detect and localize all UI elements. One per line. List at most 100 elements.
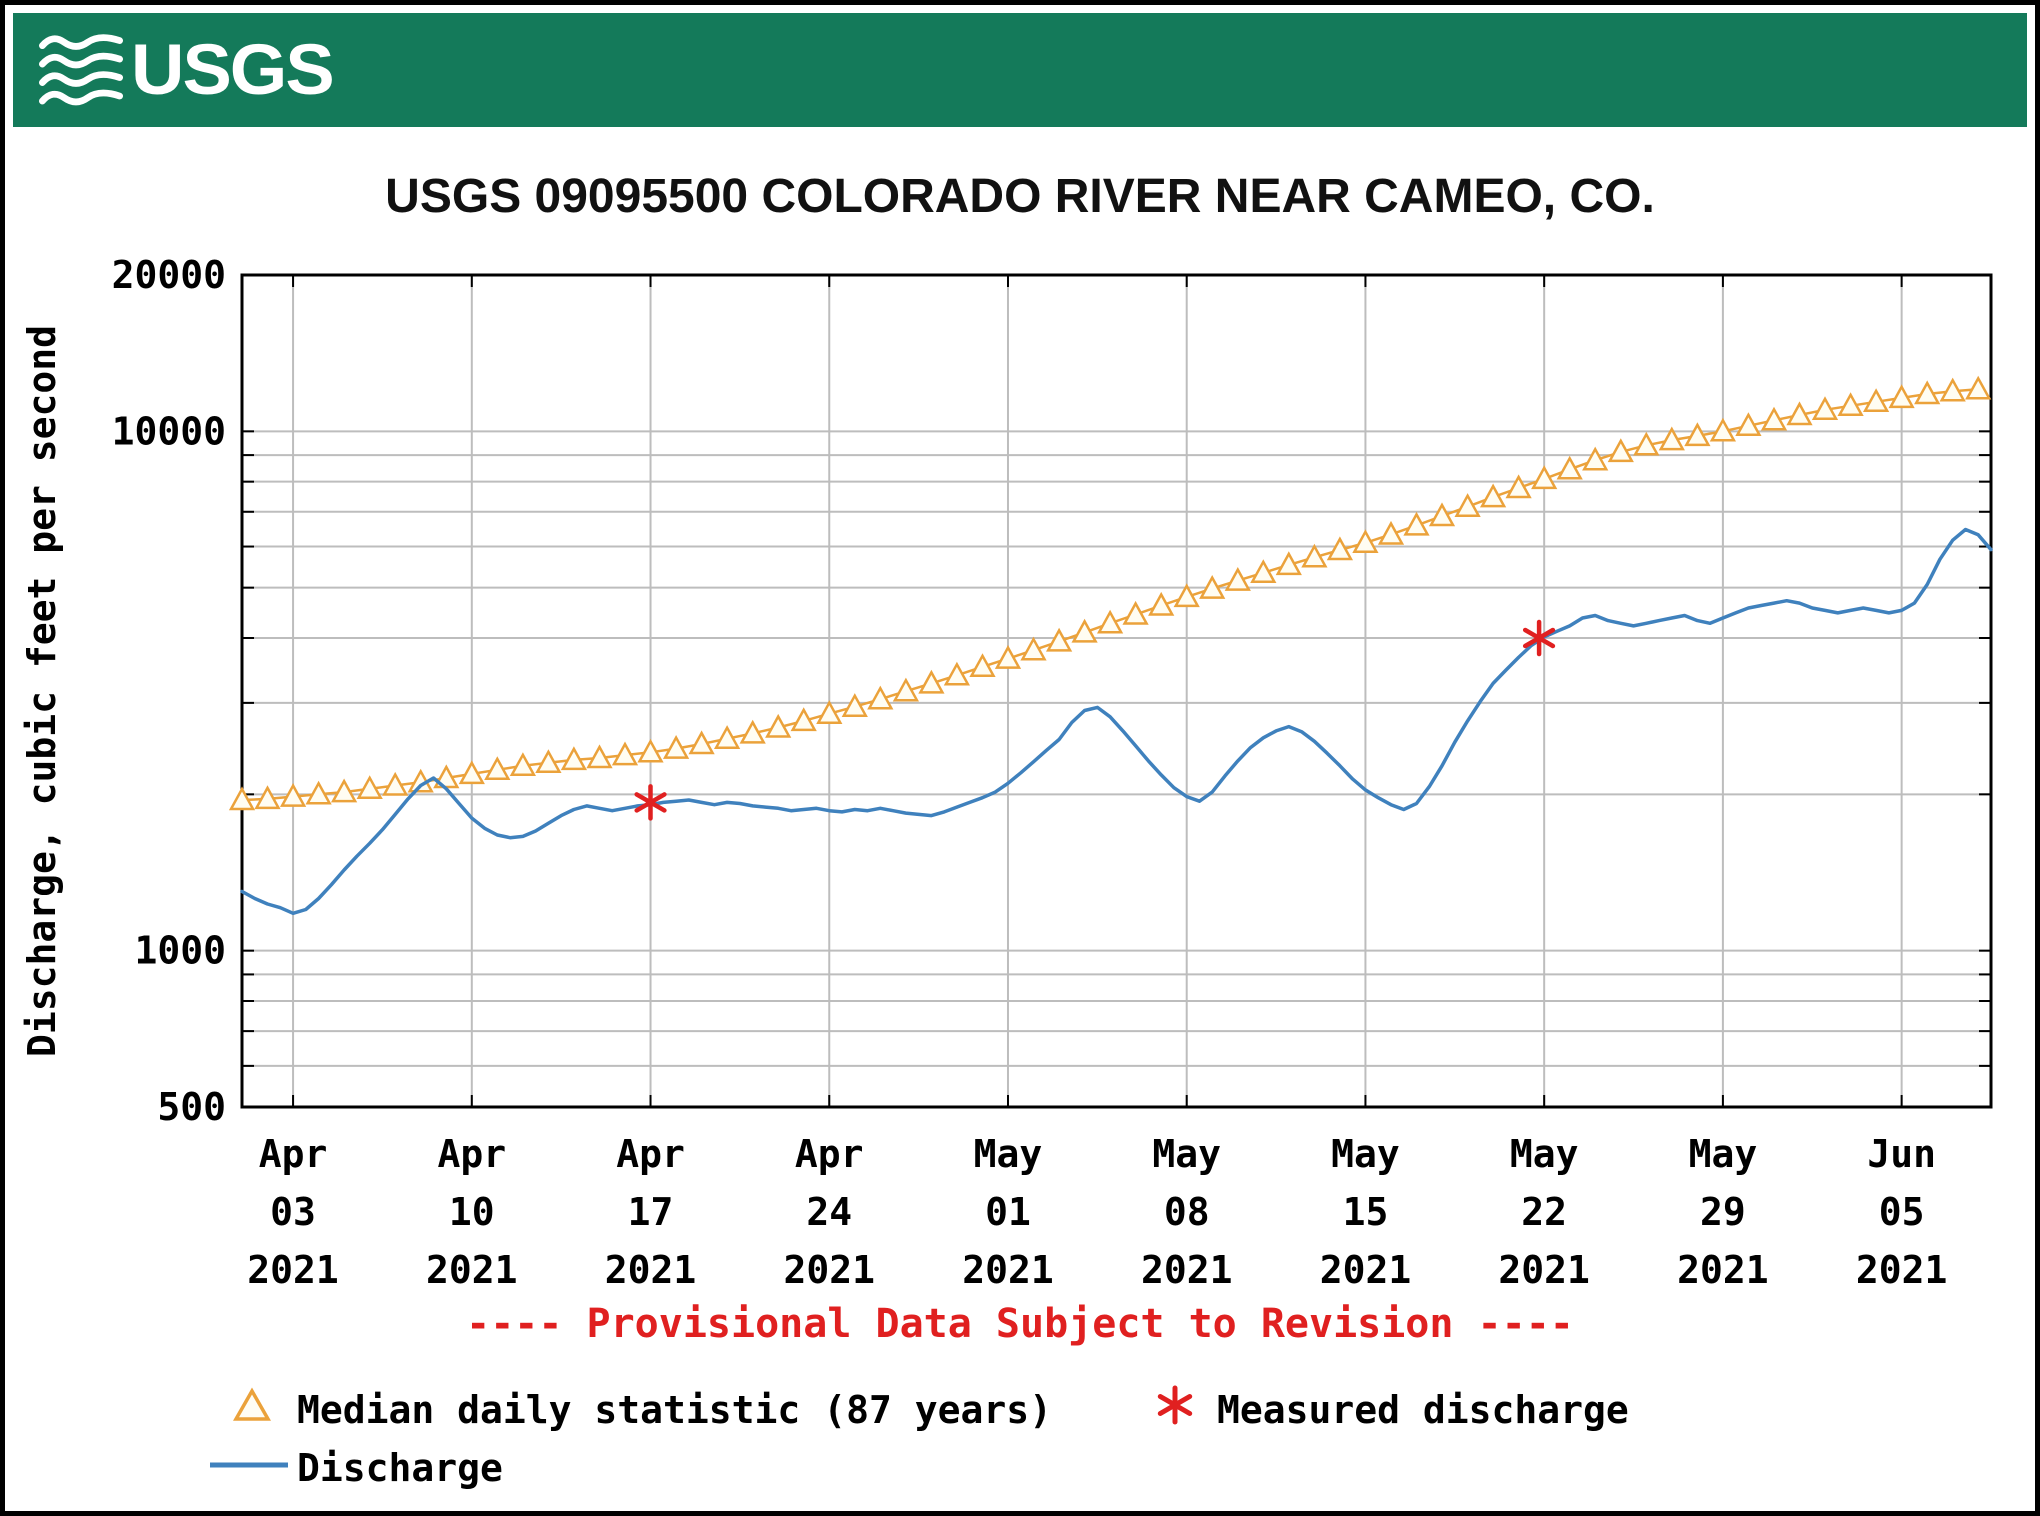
median-marker	[279, 783, 307, 807]
x-tick-label: 29	[1700, 1190, 1746, 1234]
median-marker	[611, 741, 639, 766]
x-tick-label: 01	[985, 1190, 1031, 1234]
x-tick-label: 22	[1521, 1190, 1567, 1234]
median-marker	[509, 752, 537, 777]
median-marker	[1531, 465, 1558, 490]
y-axis-label-wrap: Discharge, cubic feet per second	[9, 275, 75, 1107]
median-marker	[382, 771, 409, 796]
x-tick-label: 2021	[962, 1248, 1054, 1292]
median-marker	[1148, 591, 1175, 616]
x-tick-label: 2021	[1856, 1248, 1948, 1292]
y-tick-label: 20000	[112, 253, 226, 297]
x-tick-label: 05	[1879, 1190, 1925, 1234]
x-tick-label: 2021	[1498, 1248, 1590, 1292]
median-marker	[1505, 474, 1532, 499]
measured-marker	[1522, 627, 1556, 649]
median-marker	[305, 780, 332, 805]
median-marker	[228, 786, 256, 811]
median-marker	[1556, 455, 1583, 480]
median-triangle-icon	[233, 1387, 271, 1421]
x-tick-label: May	[974, 1132, 1043, 1176]
median-marker	[1352, 529, 1379, 554]
median-marker	[1607, 438, 1634, 463]
median-marker	[1122, 600, 1149, 625]
median-marker	[1914, 380, 1941, 405]
legend-measured-label: Measured discharge	[1217, 1388, 1629, 1432]
x-tick-label: 2021	[1320, 1248, 1412, 1292]
x-tick-label: 15	[1343, 1190, 1389, 1234]
x-tick-label: 2021	[1677, 1248, 1769, 1292]
median-marker	[1582, 446, 1609, 471]
median-marker	[1020, 636, 1047, 661]
median-marker	[1071, 618, 1098, 643]
median-marker	[1709, 417, 1737, 442]
median-marker	[1275, 551, 1302, 576]
median-marker	[994, 645, 1022, 669]
median-marker	[1250, 559, 1277, 584]
x-tick-label: 10	[449, 1190, 495, 1234]
usgs-wordmark: USGS	[131, 29, 335, 110]
x-tick-label: 24	[806, 1190, 852, 1234]
y-tick-label: 500	[157, 1085, 226, 1129]
median-marker	[560, 746, 588, 771]
median-marker	[1837, 392, 1864, 417]
median-marker	[484, 756, 511, 781]
discharge-line-icon	[210, 1462, 288, 1468]
median-marker	[433, 764, 460, 789]
x-tick-label: 2021	[1141, 1248, 1233, 1292]
median-marker	[1811, 396, 1839, 421]
median-line	[241, 388, 1979, 802]
plot-border	[240, 273, 1993, 1109]
median-marker	[943, 661, 971, 686]
median-marker	[458, 760, 485, 785]
usgs-logo[interactable]: USGS	[13, 29, 335, 110]
median-marker	[1658, 426, 1685, 451]
median-marker	[1633, 431, 1660, 456]
usgs-header: USGS	[13, 13, 2027, 127]
chart-title: USGS 09095500 COLORADO RIVER NEAR CAMEO,…	[385, 170, 1655, 223]
median-marker	[1224, 567, 1251, 591]
median-marker	[892, 677, 920, 702]
x-tick-label: 17	[628, 1190, 674, 1234]
measured-marker	[1522, 627, 1556, 649]
median-marker	[918, 669, 945, 694]
legend-median-label: Median daily statistic (87 years)	[297, 1388, 1052, 1432]
y-axis-label: Discharge, cubic feet per second	[20, 324, 64, 1058]
median-marker	[1403, 511, 1430, 536]
median-marker	[841, 693, 868, 717]
median-marker	[867, 685, 894, 710]
x-tick-label: 2021	[783, 1248, 875, 1292]
x-tick-label: 2021	[426, 1248, 518, 1292]
provisional-note: ---- Provisional Data Subject to Revisio…	[466, 1301, 1574, 1347]
measured-marker	[634, 792, 667, 813]
median-marker	[1045, 627, 1073, 652]
median-marker	[1326, 536, 1354, 561]
median-marker	[688, 730, 715, 755]
median-marker	[1173, 583, 1200, 608]
median-marker	[969, 653, 996, 678]
x-tick-label: Jun	[1867, 1132, 1936, 1176]
x-tick-label: Apr	[795, 1132, 864, 1176]
median-marker	[739, 719, 766, 744]
x-tick-label: 2021	[605, 1248, 697, 1292]
median-marker	[713, 725, 741, 749]
hydrograph-plot: 20000 10000 1000 500 Apr 03 2021 Apr 10 2021 Apr 17…	[112, 253, 1993, 1292]
x-tick-label: 08	[1164, 1190, 1210, 1234]
x-tick-label: May	[1510, 1132, 1579, 1176]
x-tick-label: 2021	[247, 1248, 339, 1292]
x-tick-label: 03	[270, 1190, 316, 1234]
median-marker	[330, 778, 358, 803]
median-marker	[790, 707, 817, 732]
usgs-waves-icon	[39, 34, 123, 106]
measured-asterisk-icon	[1157, 1385, 1193, 1425]
median-marker	[356, 775, 383, 800]
median-marker	[1199, 575, 1226, 599]
x-tick-label: May	[1152, 1132, 1221, 1176]
discharge-line	[240, 527, 1993, 916]
x-tick-label: Apr	[259, 1132, 328, 1176]
legend-discharge-label: Discharge	[297, 1446, 503, 1490]
median-marker	[407, 768, 434, 793]
median-marker	[1939, 377, 1966, 402]
median-marker	[1862, 388, 1890, 413]
